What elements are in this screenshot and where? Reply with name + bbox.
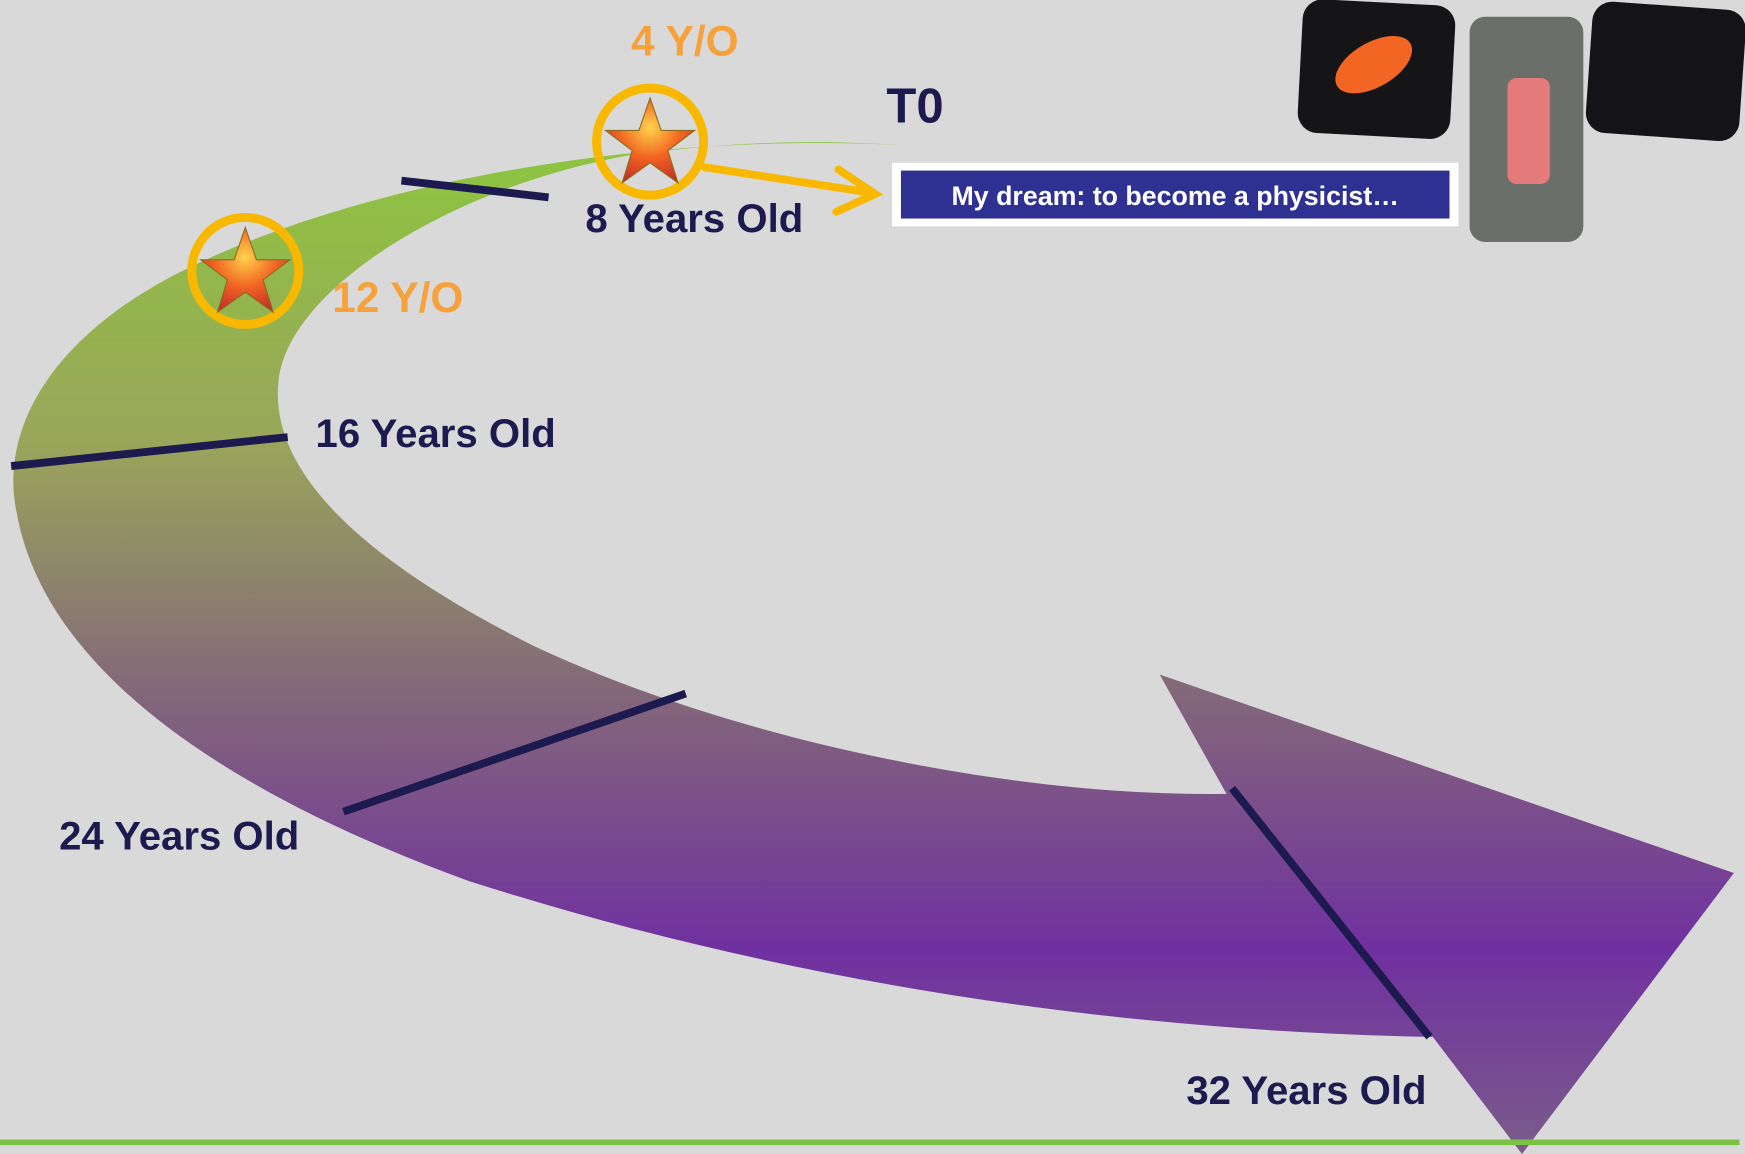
divider bbox=[400, 176, 550, 202]
dream-text: My dream: to become a physicist… bbox=[951, 181, 1398, 211]
divider bbox=[1229, 785, 1433, 1040]
age-label: 24 Years Old bbox=[59, 814, 299, 859]
photo bbox=[1585, 1, 1745, 141]
age-label: 16 Years Old bbox=[316, 411, 556, 456]
star-label: 4 Y/O bbox=[631, 18, 739, 65]
photos bbox=[1297, 0, 1745, 242]
age-label: 32 Years Old bbox=[1186, 1068, 1426, 1113]
star-marker bbox=[592, 83, 709, 200]
divider bbox=[342, 689, 688, 816]
footer-line bbox=[0, 1139, 1740, 1146]
star-marker bbox=[187, 212, 304, 329]
star-label: 12 Y/O bbox=[332, 274, 463, 321]
timeline-arrow bbox=[13, 142, 1734, 1154]
t0-label: T0 bbox=[886, 80, 943, 134]
dream-box bbox=[900, 170, 1450, 219]
dividers bbox=[10, 176, 1433, 1040]
pointer-arrow bbox=[700, 163, 884, 216]
divider bbox=[10, 433, 289, 470]
age-label: 8 Years Old bbox=[585, 196, 803, 241]
